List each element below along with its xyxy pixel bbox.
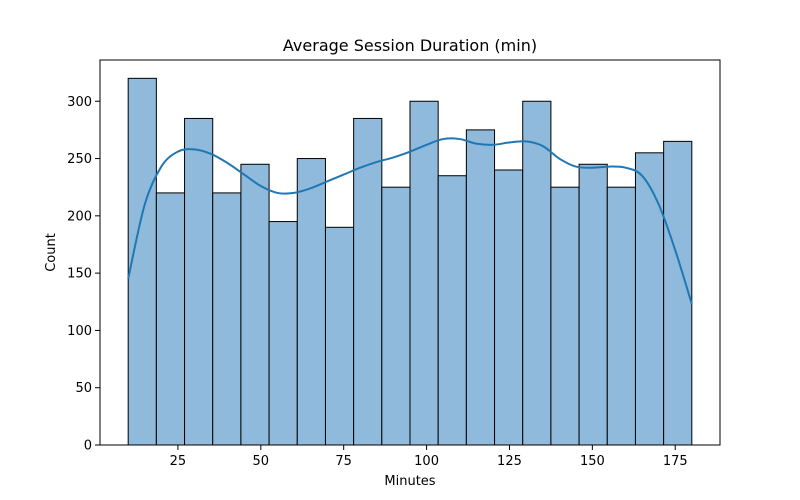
histogram-bar-6 [296, 158, 326, 446]
x-tick-label: 150 [580, 454, 605, 469]
x-tick-label: 100 [414, 454, 439, 469]
histogram-bar-7 [324, 226, 355, 446]
y-tick-label: 250 [67, 152, 92, 167]
histogram-bar-2 [184, 117, 214, 446]
y-tick-label: 200 [67, 209, 92, 224]
kde-line [127, 137, 693, 305]
y-tick-label: 100 [67, 324, 92, 339]
histogram-bar-1 [155, 192, 186, 446]
x-axis-ticks: 25 50 75 100 125 150 175 [170, 445, 688, 469]
y-axis-ticks: 0 50 100 150 200 250 300 [67, 95, 100, 454]
y-tick-label: 50 [75, 381, 92, 396]
x-tick-label: 75 [335, 454, 352, 469]
chart-title: Average Session Duration (min) [283, 36, 537, 55]
histogram-bar-19 [663, 140, 693, 446]
histogram-bar-16 [578, 163, 608, 446]
histogram-bar-12 [465, 129, 496, 446]
histogram-bar-8 [353, 117, 383, 446]
histogram-bar-13 [494, 169, 524, 446]
y-tick-label: 300 [67, 95, 92, 110]
plot-frame [99, 59, 721, 446]
x-tick-label: 125 [497, 454, 522, 469]
histogram-bar-10 [409, 100, 439, 446]
y-tick-label: 0 [84, 439, 92, 454]
histogram-bar-0 [127, 77, 157, 446]
histogram-bar-11 [437, 175, 467, 446]
x-tick-label: 50 [253, 454, 270, 469]
histogram-bar-14 [522, 100, 552, 446]
histogram-bar-4 [240, 163, 270, 446]
bars-layer [127, 77, 693, 446]
histogram-bar-17 [606, 186, 636, 446]
histogram-bar-3 [212, 192, 242, 446]
x-axis-label: Minutes [384, 474, 435, 489]
histogram-bar-9 [381, 186, 411, 446]
histogram-bar-15 [550, 186, 580, 446]
x-tick-label: 175 [663, 454, 688, 469]
y-tick-label: 150 [67, 267, 92, 282]
x-tick-label: 25 [170, 454, 187, 469]
kde-layer [127, 137, 693, 305]
histogram-bar-18 [634, 152, 665, 446]
y-axis-label: Count [44, 233, 59, 272]
histogram-bar-5 [268, 221, 298, 446]
